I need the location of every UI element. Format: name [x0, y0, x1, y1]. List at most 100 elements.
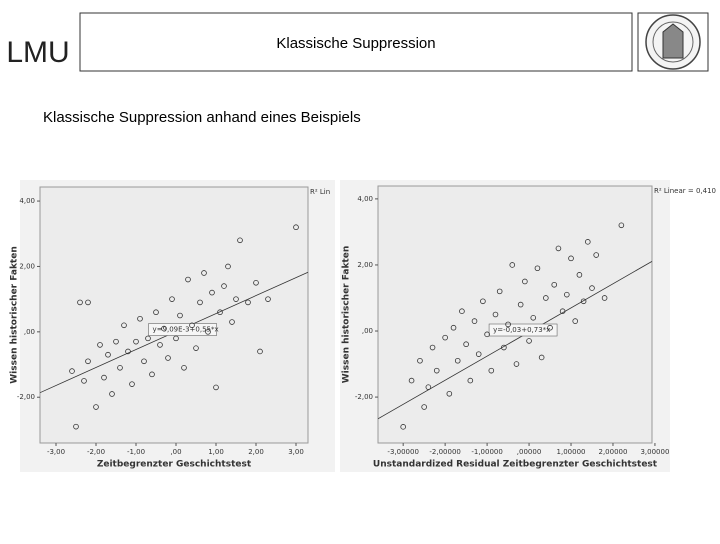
- point: [101, 374, 107, 381]
- point: [601, 295, 608, 301]
- point: [484, 331, 490, 338]
- point: [618, 222, 625, 229]
- point: [185, 276, 191, 283]
- x-tick-label: -2,00000: [429, 448, 460, 456]
- point: [201, 270, 207, 276]
- point: [145, 335, 151, 342]
- point: [467, 377, 474, 384]
- point: [209, 289, 215, 296]
- point: [564, 291, 570, 298]
- point: [105, 351, 111, 358]
- point: [509, 262, 516, 268]
- point: [572, 318, 579, 324]
- x-tick-label: -1,00000: [471, 448, 502, 456]
- point: [85, 358, 91, 365]
- r2-annotation: R² Lin: [310, 188, 330, 196]
- point: [169, 296, 175, 302]
- y-tick-label: 4,00: [19, 197, 35, 205]
- point: [421, 404, 427, 410]
- point: [547, 324, 553, 331]
- seal: [637, 12, 709, 72]
- point: [585, 239, 591, 245]
- x-axis-label: Zeitbegrenzter Geschichtstest: [97, 460, 252, 470]
- y-tick-label: ,00: [362, 327, 373, 335]
- point: [125, 348, 131, 355]
- y-tick-label: -2,00: [355, 393, 373, 401]
- point: [446, 390, 453, 397]
- point: [400, 424, 406, 430]
- point: [526, 338, 532, 344]
- point: [137, 315, 143, 322]
- point: [593, 252, 599, 258]
- point: [85, 299, 91, 306]
- point: [213, 384, 219, 391]
- x-tick-label: 1,00000: [557, 448, 586, 456]
- x-tick-label: -2,00: [87, 448, 105, 456]
- point: [442, 334, 448, 341]
- y-axis-label: Wissen historischer Fakten: [10, 246, 20, 384]
- point: [153, 309, 159, 316]
- title-box: [79, 12, 633, 72]
- y-tick-label: -2,00: [17, 393, 35, 401]
- point: [189, 322, 195, 329]
- point: [77, 299, 83, 306]
- point: [475, 351, 482, 357]
- point: [543, 295, 549, 301]
- point: [245, 299, 251, 306]
- y-tick-label: 2,00: [357, 261, 373, 269]
- point: [113, 338, 119, 345]
- point: [205, 329, 211, 335]
- point: [165, 355, 171, 361]
- point: [141, 358, 147, 365]
- y-tick-label: 4,00: [357, 195, 373, 203]
- point: [157, 342, 163, 348]
- slide-title: Klassische Suppression: [276, 35, 435, 52]
- point: [69, 368, 75, 374]
- point: [501, 344, 507, 351]
- x-tick-label: -3,00: [47, 448, 65, 456]
- point: [425, 384, 432, 390]
- point: [257, 348, 263, 355]
- x-tick-label: ,00000: [517, 448, 542, 456]
- x-tick-label: 1,00: [208, 448, 224, 456]
- point: [576, 272, 583, 278]
- point: [217, 309, 223, 316]
- point: [559, 308, 566, 314]
- point: [197, 299, 203, 306]
- point: [229, 319, 235, 325]
- point: [580, 298, 587, 305]
- point: [161, 325, 167, 332]
- point: [429, 344, 436, 351]
- point: [149, 371, 155, 378]
- fit-label: y=-0,03+0,73*x: [493, 326, 550, 334]
- point: [488, 367, 495, 374]
- y-axis-label: Wissen historischer Fakten: [342, 246, 352, 384]
- point: [121, 322, 127, 329]
- point: [73, 423, 79, 430]
- x-tick-label: -1,00: [127, 448, 145, 456]
- x-tick-label: 3,00: [288, 448, 304, 456]
- x-axis-label: Unstandardized Residual Zeitbegrenzter G…: [373, 460, 658, 470]
- y-tick-label: ,00: [24, 328, 35, 336]
- point: [555, 245, 562, 252]
- point: [173, 335, 179, 342]
- point: [538, 354, 545, 361]
- point: [133, 338, 139, 345]
- logo: LMU: [6, 36, 69, 69]
- point: [117, 365, 123, 371]
- point: [450, 324, 457, 331]
- point: [589, 285, 595, 291]
- plot-area: [377, 185, 653, 444]
- point: [109, 391, 115, 397]
- fit-label-box: [488, 323, 558, 337]
- point: [265, 296, 271, 302]
- point: [408, 377, 415, 384]
- y-tick-label: 2,00: [19, 262, 35, 270]
- point: [492, 311, 499, 318]
- point: [534, 265, 541, 272]
- point: [81, 378, 87, 384]
- point: [480, 298, 486, 305]
- point: [530, 315, 537, 321]
